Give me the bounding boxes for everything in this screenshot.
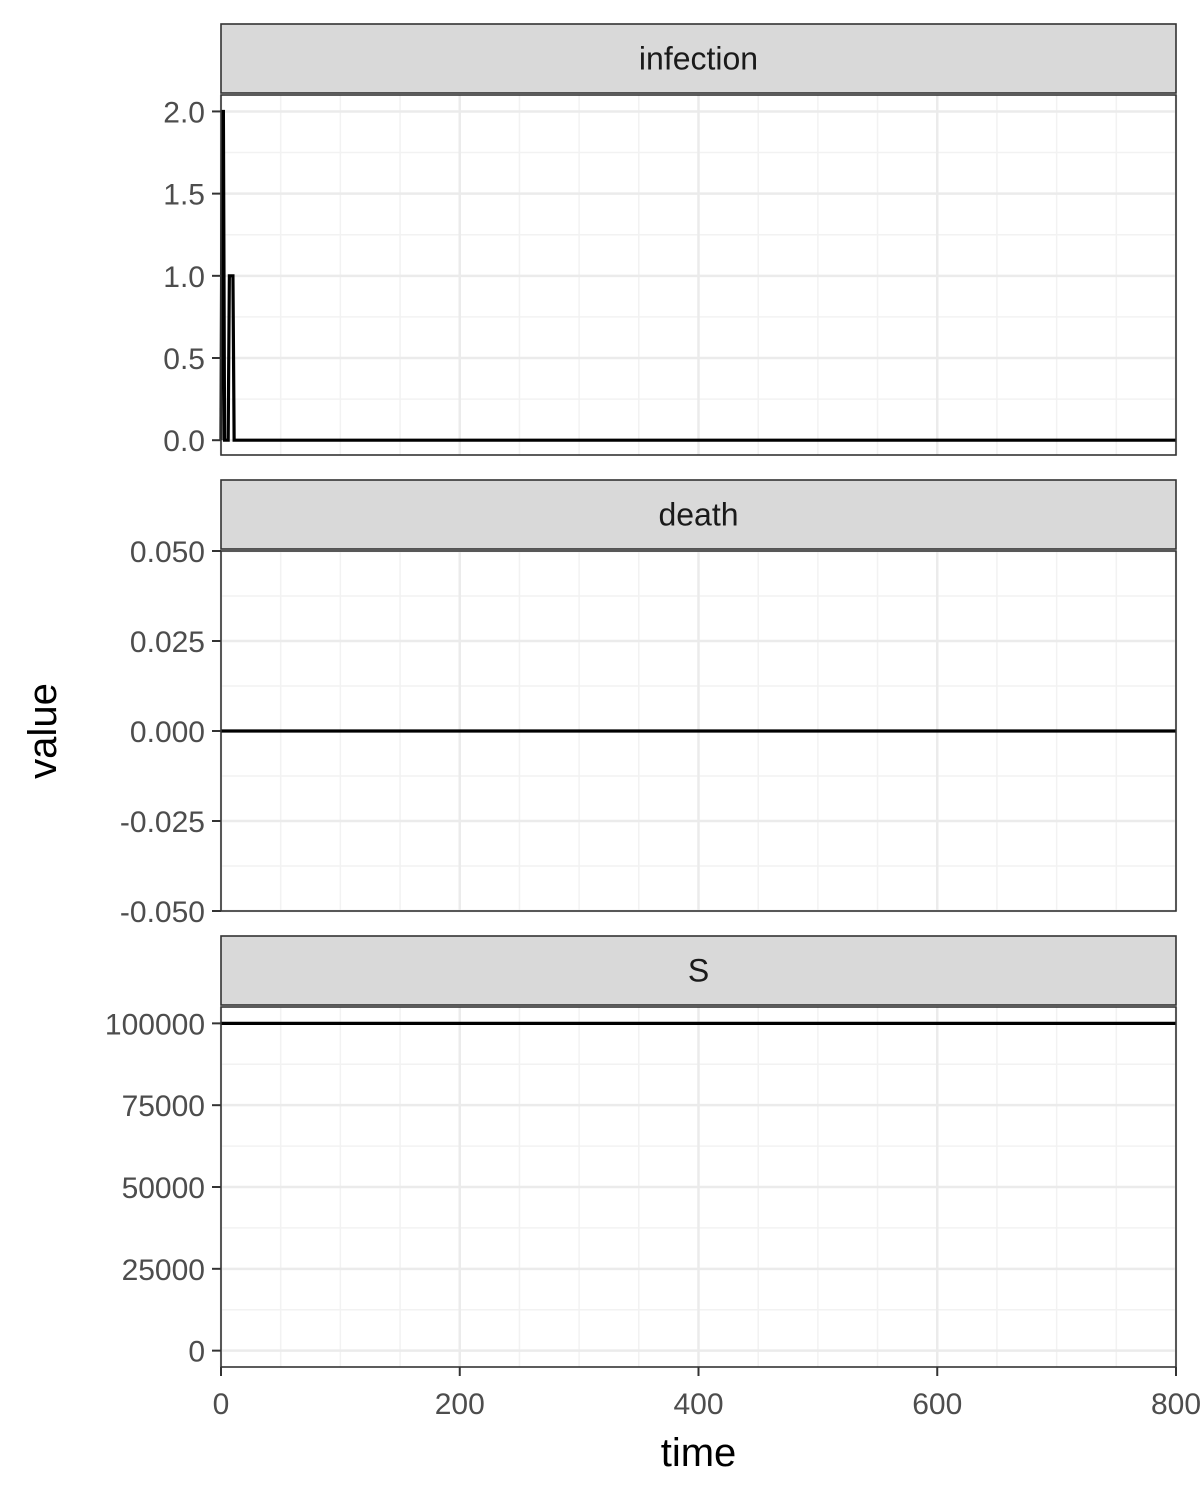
y-tick-label: 50000 — [122, 1172, 205, 1205]
facet-strip-label: death — [658, 497, 738, 533]
facet-strip — [220, 479, 1177, 550]
facet-panel-2: S 0 25000 50000 75000 100000 — [105, 935, 1178, 1369]
y-tick-label: 0.050 — [130, 536, 205, 569]
y-tick-label: 0.0 — [163, 425, 205, 458]
facet-panel-0: infection 0.0 0.5 1.0 1.5 2.0 — [163, 23, 1178, 458]
y-tick-label: 0.000 — [130, 716, 205, 749]
x-tick-label: 400 — [673, 1388, 723, 1421]
y-axis-title: value — [21, 683, 65, 779]
y-tick-label: -0.050 — [120, 896, 205, 929]
x-tick-label: 800 — [1151, 1388, 1200, 1421]
x-axis-title: time — [661, 1431, 737, 1475]
y-tick-label: 100000 — [105, 1008, 205, 1041]
y-tick-label: 1.5 — [163, 179, 205, 212]
x-tick-label: 0 — [213, 1388, 230, 1421]
y-tick-label: 1.0 — [163, 261, 205, 294]
y-tick-label: 2.0 — [163, 96, 205, 129]
y-tick-label: -0.025 — [120, 806, 205, 839]
facet-strip — [220, 23, 1177, 94]
y-tick-label: 25000 — [122, 1254, 205, 1287]
y-tick-label: 0.025 — [130, 626, 205, 659]
facet-strip-label: infection — [639, 41, 758, 77]
y-tick-label: 0.5 — [163, 343, 205, 376]
y-tick-label: 0 — [188, 1336, 205, 1369]
facet-strip-label: S — [688, 953, 709, 989]
y-tick-label: 75000 — [122, 1090, 205, 1123]
x-tick-label: 600 — [912, 1388, 962, 1421]
facet-strip — [220, 935, 1177, 1006]
facet-panel-1: death -0.050 -0.025 0.000 0.025 0.050 — [120, 479, 1178, 929]
x-tick-label: 200 — [435, 1388, 485, 1421]
series-line-infection — [219, 109, 1176, 442]
